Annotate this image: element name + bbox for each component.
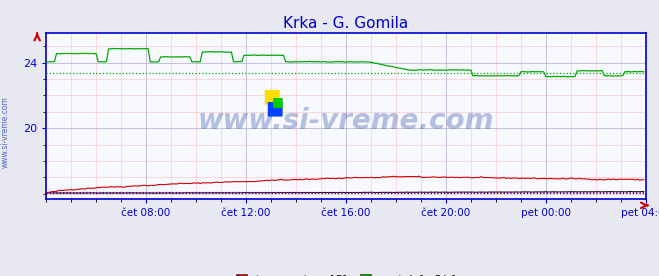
Text: www.si-vreme.com: www.si-vreme.com [1,97,10,168]
Title: Krka - G. Gomila: Krka - G. Gomila [283,15,409,31]
Text: ■: ■ [262,87,280,105]
Text: ■: ■ [265,98,283,117]
Text: ■: ■ [272,95,284,108]
Text: www.si-vreme.com: www.si-vreme.com [198,107,494,135]
Legend: temperatura [C], pretok [m3/s]: temperatura [C], pretok [m3/s] [232,270,460,276]
